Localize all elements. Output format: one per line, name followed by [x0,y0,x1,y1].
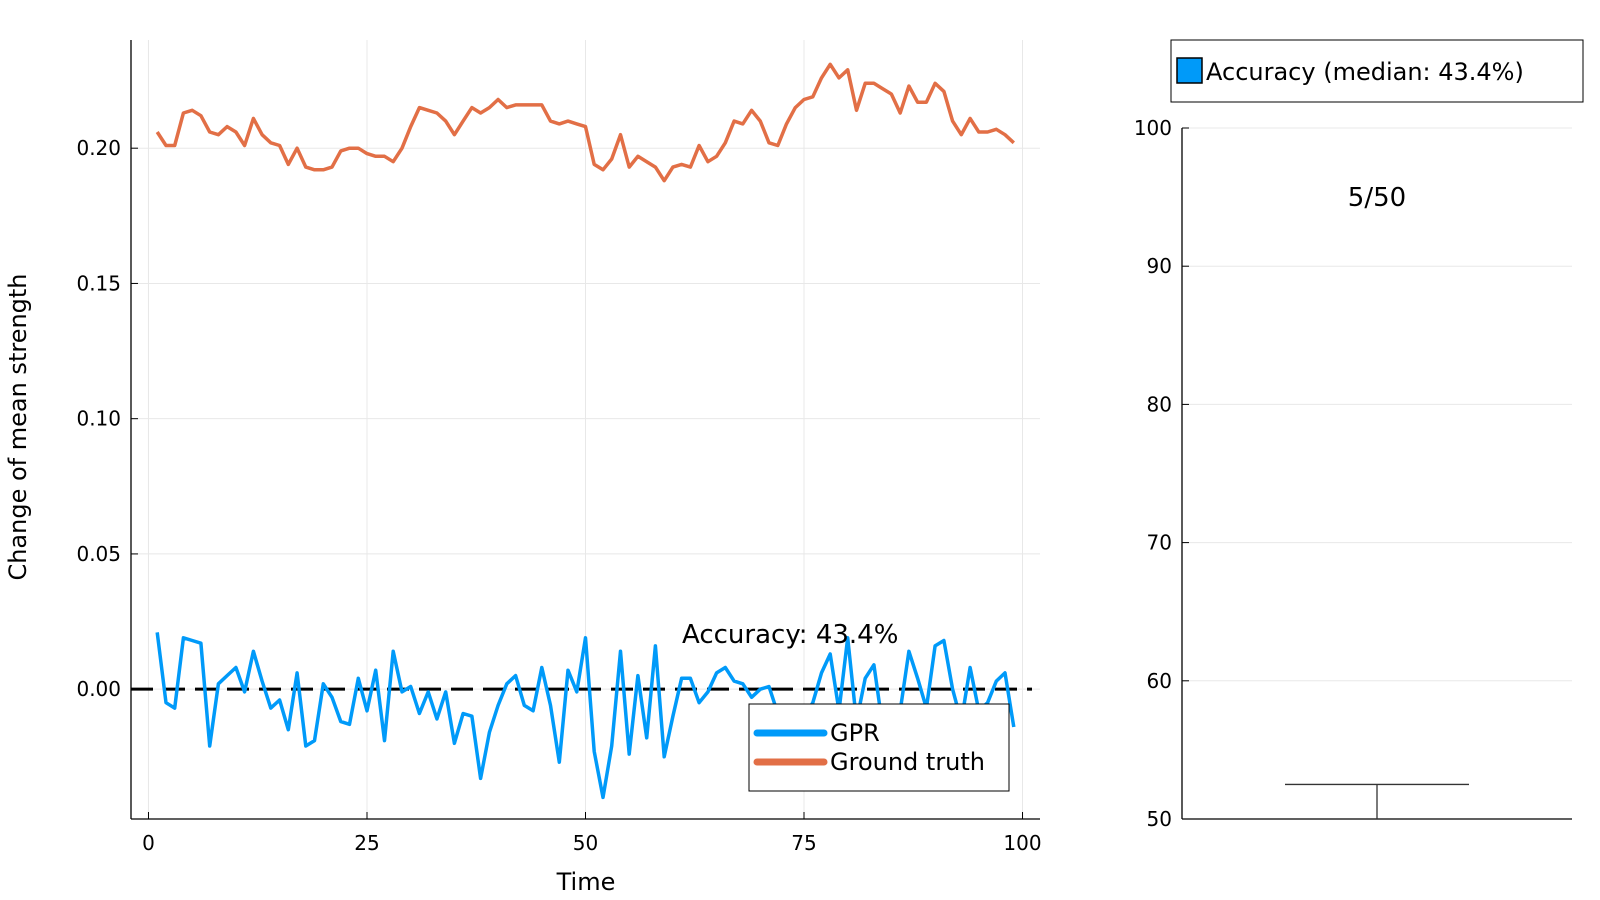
y-tick-label: 0.10 [76,407,121,431]
y-tick-label: 0.05 [76,542,121,566]
x-tick-label: 0 [142,831,155,855]
x-axis-label: Time [556,868,616,896]
timeseries-lines [155,62,1016,800]
x-tick-label: 50 [573,831,598,855]
series-line-ground-truth [155,62,1015,183]
count-annotation: 5/50 [1348,183,1406,213]
accuracy-y-tick-label: 70 [1147,531,1172,555]
legend-label-gpr: GPR [830,719,880,747]
accuracy-y-tick-label: 50 [1147,807,1172,831]
accuracy-y-ticks: 50 60 70 80 90 100 [1134,116,1189,831]
legend-label-ground-truth: Ground truth [830,748,985,776]
accuracy-y-tick-label: 60 [1147,669,1172,693]
accuracy-legend: Accuracy (median: 43.4%) [1170,39,1584,103]
accuracy-annotation: Accuracy: 43.4% [682,620,898,650]
x-tick-label: 25 [354,831,379,855]
timeseries-x-ticks: 0 25 50 75 100 [142,812,1042,855]
accuracy-box-marks [1285,783,1469,819]
timeseries-y-ticks: 0.00 0.05 0.10 0.15 0.20 [76,136,138,701]
y-tick-label: 0.00 [76,677,121,701]
timeseries-legend: GPR Ground truth [748,703,1010,792]
accuracy-legend-swatch [1176,57,1203,84]
x-tick-label: 75 [791,831,816,855]
timeseries-panel: 0.00 0.05 0.10 0.15 0.20 0 25 50 75 100 Accuracy… [4,40,1042,896]
accuracy-legend-label: Accuracy (median: 43.4%) [1206,58,1524,86]
series-line-gpr [155,632,1016,800]
accuracy-y-tick-label: 90 [1147,254,1172,278]
accuracy-panel: 50 60 70 80 90 100 5/50 Accuracy (median: 43.… [1134,39,1584,831]
accuracy-grid [1182,127,1572,820]
timeseries-grid [131,40,1040,819]
y-axis-label: Change of mean strength [4,273,32,580]
y-tick-label: 0.20 [76,136,121,160]
legend-frame [748,703,1010,792]
accuracy-y-tick-label: 80 [1147,392,1172,416]
accuracy-y-tick-label: 100 [1134,116,1172,140]
accuracy-legend-frame [1170,39,1584,103]
x-tick-label: 100 [1003,831,1041,855]
y-tick-label: 0.15 [76,271,121,295]
